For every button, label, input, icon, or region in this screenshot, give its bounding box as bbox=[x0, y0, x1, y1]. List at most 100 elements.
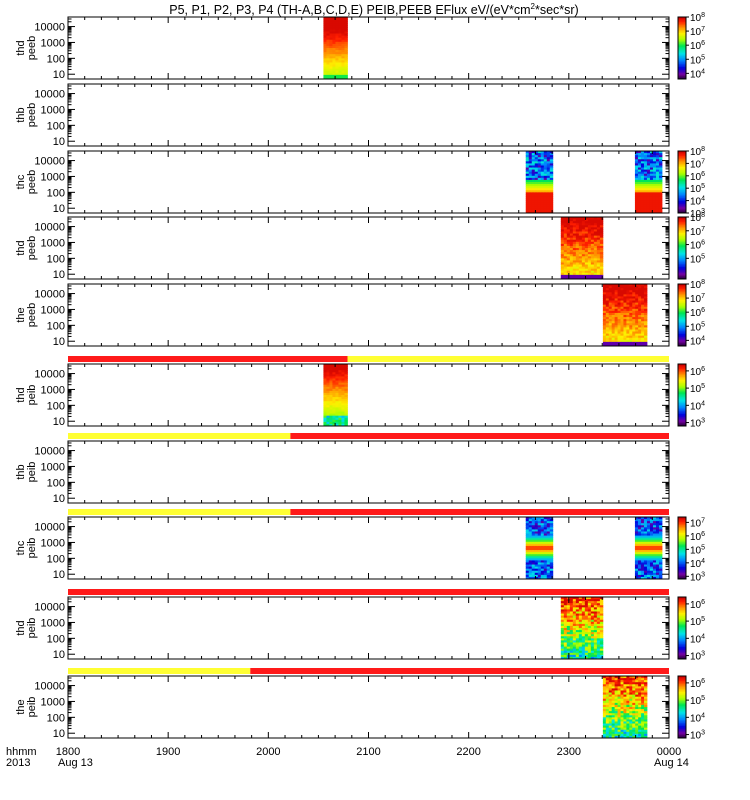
mode-bar-segment bbox=[68, 356, 348, 362]
panel-probe-label: thd bbox=[15, 240, 27, 255]
mode-bar-segment bbox=[68, 433, 291, 439]
spectrogram-panel-thd-peib: 10000 1000 100 10 thd peib 103 104 105 106 bbox=[15, 589, 705, 663]
spectrogram-block bbox=[323, 364, 348, 427]
y-tick-label: 100 bbox=[47, 400, 65, 412]
spectrogram-panel-thd-peeb: 10000 1000 100 10 thd peeb 104 105 106 107 108 bbox=[15, 12, 705, 81]
spectrogram-panel-thb-peib: 10000 1000 100 10 thb peib bbox=[15, 433, 670, 505]
panel-probe-label: thb bbox=[15, 464, 27, 479]
panel-product-label: peeb bbox=[26, 170, 38, 194]
panel-product-label: peib bbox=[26, 618, 38, 639]
y-tick-label: 10 bbox=[53, 569, 65, 581]
spectrogram-panel-thd-peib: 10000 1000 100 10 thd peib 103 104 105 106 bbox=[15, 356, 705, 430]
colorbar-tick-label: 107 bbox=[690, 517, 705, 529]
mode-bar-segment bbox=[68, 589, 669, 595]
colorbar-tick-label: 103 bbox=[690, 571, 705, 583]
y-tick-label: 10000 bbox=[34, 522, 65, 534]
colorbar-tick-label: 105 bbox=[690, 54, 705, 66]
y-tick-label: 1000 bbox=[41, 617, 65, 629]
x-start-date: Aug 13 bbox=[58, 757, 93, 769]
panel-product-label: peib bbox=[26, 538, 38, 559]
y-tick-label: 1000 bbox=[41, 696, 65, 708]
panel-probe-label: thc bbox=[15, 540, 27, 555]
y-tick-label: 1000 bbox=[41, 384, 65, 396]
y-tick-label: 10 bbox=[53, 416, 65, 428]
y-tick-label: 100 bbox=[47, 553, 65, 565]
y-tick-label: 10 bbox=[53, 493, 65, 505]
y-tick-label: 1000 bbox=[41, 37, 65, 49]
colorbar-tick-label: 104 bbox=[690, 335, 705, 347]
y-tick-label: 10000 bbox=[34, 222, 65, 234]
x-row-label-year: 2013 bbox=[6, 757, 30, 769]
title-end: *sec*sr) bbox=[535, 3, 579, 17]
y-tick-label: 100 bbox=[47, 53, 65, 65]
panel-frame bbox=[67, 516, 670, 580]
x-tick-label: 2200 bbox=[456, 746, 480, 758]
title-main: P5, P1, P2, P3, P4 (TH-A,B,C,D,E) PEIB,P… bbox=[169, 3, 530, 17]
y-tick-label: 100 bbox=[47, 320, 65, 332]
colorbar-tick-label: 105 bbox=[690, 383, 705, 395]
y-tick-label: 100 bbox=[47, 187, 65, 199]
panel-frame bbox=[67, 283, 670, 347]
spectrogram-block bbox=[602, 284, 648, 347]
y-tick-label: 10000 bbox=[34, 289, 65, 301]
spectrogram-panel-the-peeb: 10000 1000 100 10 the peeb 104 105 106 107 108 bbox=[15, 279, 705, 348]
panel-product-label: peib bbox=[26, 385, 38, 406]
colorbar-tick-label: 106 bbox=[690, 307, 705, 319]
spectrogram-block bbox=[560, 597, 604, 660]
x-tick-label: 2300 bbox=[557, 746, 581, 758]
spectrogram-block bbox=[634, 151, 663, 214]
y-tick-label: 100 bbox=[47, 712, 65, 724]
colorbar-tick-label: 108 bbox=[690, 146, 705, 158]
colorbar: 104 105 106 107 108 bbox=[677, 279, 705, 347]
colorbar-tick-label: 105 bbox=[690, 183, 705, 195]
colorbar-tick-label: 103 bbox=[690, 208, 705, 220]
panel-probe-label: the bbox=[15, 307, 27, 322]
y-tick-label: 10 bbox=[53, 203, 65, 215]
mode-bar-segment bbox=[68, 668, 251, 674]
y-tick-label: 1000 bbox=[41, 537, 65, 549]
y-tick-label: 10 bbox=[53, 269, 65, 281]
colorbar-tick-label: 108 bbox=[690, 12, 705, 24]
panel-product-label: peeb bbox=[26, 36, 38, 60]
y-tick-label: 100 bbox=[47, 633, 65, 645]
colorbar-tick-label: 104 bbox=[690, 633, 705, 645]
colorbar-tick-label: 106 bbox=[690, 678, 705, 690]
panel-product-label: peeb bbox=[26, 236, 38, 260]
y-tick-label: 10000 bbox=[34, 22, 65, 34]
spectrogram-block bbox=[560, 217, 604, 280]
mode-bar-segment bbox=[68, 509, 291, 515]
x-row-label-hhmm: hhmm bbox=[6, 746, 37, 758]
y-tick-label: 10000 bbox=[34, 446, 65, 458]
colorbar-tick-label: 106 bbox=[690, 531, 705, 543]
colorbar-tick-label: 104 bbox=[690, 712, 705, 724]
colorbar: 103 104 105 106 bbox=[677, 675, 705, 742]
title-superscript: 2 bbox=[531, 2, 536, 11]
y-tick-label: 10 bbox=[53, 336, 65, 348]
x-tick-label: 0000 bbox=[657, 746, 681, 758]
x-end-date: Aug 14 bbox=[654, 757, 689, 769]
colorbar-tick-label: 105 bbox=[690, 616, 705, 628]
panel-frame bbox=[67, 440, 670, 504]
y-tick-label: 1000 bbox=[41, 104, 65, 116]
mode-bar-segment bbox=[347, 356, 669, 362]
colorbar-tick-label: 106 bbox=[690, 599, 705, 611]
mode-bar-segment bbox=[290, 433, 669, 439]
panel-frame bbox=[67, 363, 670, 427]
panel-frame bbox=[67, 16, 670, 80]
spectrogram-block bbox=[602, 676, 648, 739]
y-tick-label: 1000 bbox=[41, 171, 65, 183]
y-tick-label: 1000 bbox=[41, 237, 65, 249]
colorbar: 103 104 105 106 bbox=[677, 596, 705, 663]
panel-probe-label: thd bbox=[15, 387, 27, 402]
panel-frame bbox=[67, 150, 670, 214]
panel-probe-label: thc bbox=[15, 174, 27, 189]
panel-product-label: peeb bbox=[26, 103, 38, 127]
y-tick-label: 100 bbox=[47, 253, 65, 265]
y-tick-label: 100 bbox=[47, 477, 65, 489]
y-tick-label: 10000 bbox=[34, 602, 65, 614]
